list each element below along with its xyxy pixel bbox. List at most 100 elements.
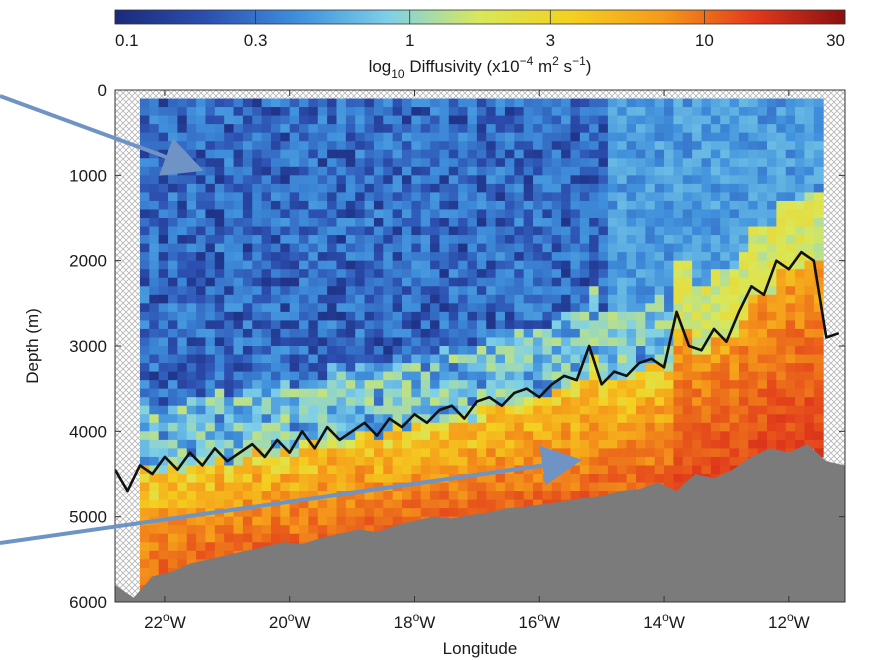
heatmap-cell [795, 149, 805, 159]
heatmap-cell [589, 183, 600, 193]
heatmap-cell [224, 542, 235, 552]
heatmap-cell [317, 516, 328, 526]
heatmap-cell [598, 166, 609, 176]
annotation-arrows [0, 94, 582, 545]
heatmap-cell [345, 311, 356, 321]
heatmap-cell [467, 482, 478, 492]
heatmap-cell [355, 132, 366, 142]
heatmap-cell [411, 414, 422, 424]
heatmap-cell [654, 115, 665, 125]
heatmap-cell [626, 107, 637, 117]
heatmap-cell [570, 448, 581, 458]
heatmap-cell [430, 277, 440, 287]
heatmap-cell [252, 200, 263, 210]
heatmap-cell [579, 388, 590, 398]
heatmap-cell [738, 320, 749, 330]
heatmap-cell [242, 166, 253, 176]
heatmap-cell [308, 175, 319, 185]
heatmap-cell [420, 141, 431, 151]
heatmap-cell [804, 380, 815, 390]
heatmap-cell [458, 183, 469, 193]
heatmap-cell [804, 235, 815, 245]
heatmap-cell [504, 200, 515, 210]
heatmap-cell [542, 149, 553, 159]
heatmap-cell [635, 482, 646, 492]
heatmap-cell [551, 363, 562, 373]
x-axis: 22oW 20oW 18oW 16oW 14oW 12oW [144, 90, 810, 632]
heatmap-cell [551, 107, 562, 117]
heatmap-cell [233, 491, 244, 501]
heatmap-cell [654, 439, 665, 449]
heatmap-cell [392, 371, 403, 381]
heatmap-cell [149, 124, 160, 134]
heatmap-cell [289, 132, 300, 142]
heatmap-cell [327, 482, 337, 492]
heatmap-cell [682, 422, 693, 432]
heatmap-cell [664, 405, 674, 415]
heatmap-cell [710, 371, 721, 381]
heatmap-cell [158, 200, 169, 210]
heatmap-cell [411, 371, 422, 381]
heatmap-cell [673, 98, 684, 108]
heatmap-cell [748, 448, 759, 458]
heatmap-cell [158, 320, 169, 330]
heatmap-cell [804, 124, 815, 134]
heatmap-cell [664, 286, 674, 296]
heatmap-cell [729, 354, 740, 364]
heatmap-cell [149, 320, 160, 330]
heatmap-cell [514, 422, 525, 432]
heatmap-cell [664, 252, 674, 262]
heatmap-cell [448, 192, 459, 202]
heatmap-cell [177, 141, 188, 151]
heatmap-cell [392, 115, 403, 125]
heatmap-cell [252, 474, 263, 484]
heatmap-cell [729, 252, 740, 262]
heatmap-cell [177, 542, 188, 552]
heatmap-cell [673, 354, 684, 364]
heatmap-cell [345, 405, 356, 415]
heatmap-cell [177, 533, 188, 543]
heatmap-cell [242, 235, 253, 245]
heatmap-cell [579, 286, 590, 296]
heatmap-cell [701, 354, 712, 364]
heatmap-cell [570, 439, 581, 449]
heatmap-cell [767, 303, 777, 313]
heatmap-cell [570, 149, 581, 159]
heatmap-cell [607, 448, 618, 458]
heatmap-cell [224, 346, 235, 356]
heatmap-cell [336, 405, 347, 415]
heatmap-cell [795, 243, 805, 253]
heatmap-cell [196, 294, 206, 304]
heatmap-cell [514, 235, 525, 245]
heatmap-cell [757, 277, 768, 287]
heatmap-cell [589, 491, 600, 501]
heatmap-cell [514, 269, 525, 279]
heatmap-cell [280, 260, 291, 270]
heatmap-cell [710, 269, 721, 279]
heatmap-cell [813, 363, 824, 373]
heatmap-cell [598, 337, 609, 347]
heatmap-cell [270, 465, 281, 475]
heatmap-cell [252, 320, 263, 330]
heatmap-cell [561, 235, 571, 245]
heatmap-cell [270, 235, 281, 245]
heatmap-cell [139, 448, 150, 458]
heatmap-cell [317, 371, 328, 381]
heatmap-cell [439, 465, 450, 475]
heatmap-cell [607, 149, 618, 159]
heatmap-cell [514, 200, 525, 210]
heatmap-cell [420, 269, 431, 279]
heatmap-cell [158, 414, 169, 424]
heatmap-cell [392, 141, 403, 151]
heatmap-cell [261, 294, 272, 304]
heatmap-cell [617, 397, 628, 407]
heatmap-cell [383, 397, 394, 407]
heatmap-cell [392, 508, 403, 518]
heatmap-cell [514, 388, 525, 398]
heatmap-cell [224, 149, 235, 159]
heatmap-cell [149, 200, 160, 210]
heatmap-cell [533, 286, 543, 296]
heatmap-cell [177, 388, 188, 398]
heatmap-cell [692, 380, 702, 390]
heatmap-cell [233, 175, 244, 185]
